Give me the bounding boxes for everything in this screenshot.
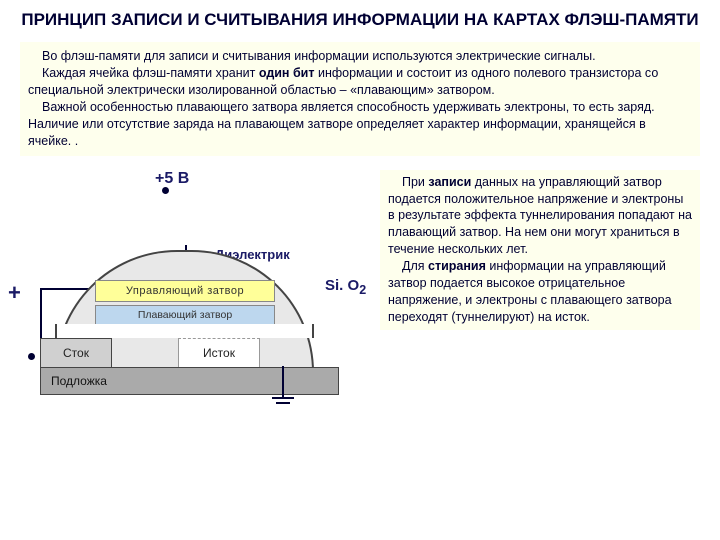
wire-ground	[282, 366, 284, 398]
floating-gate: Плавающий затвор	[95, 305, 275, 325]
stock-region: Сток	[40, 338, 112, 368]
page-title: ПРИНЦИП ЗАПИСИ И СЧИТЫВАНИЯ ИНФОРМАЦИИ Н…	[20, 10, 700, 30]
ground-bar-2	[276, 402, 290, 404]
slide: ПРИНЦИП ЗАПИСИ И СЧИТЫВАНИЯ ИНФОРМАЦИИ Н…	[0, 0, 720, 540]
intro-p3: Важной особенностью плавающего затвора я…	[28, 99, 692, 150]
istok-region: Исток	[178, 338, 260, 368]
substrate-region: Подложка	[40, 367, 339, 395]
control-gate: Управляющий затвор	[95, 280, 275, 302]
intro-box: Во флэш-памяти для записи и считывания и…	[20, 42, 700, 155]
right-p2: Для стирания информации на управляющий з…	[388, 258, 692, 326]
wire-dot-top	[162, 187, 169, 194]
plus-label: +	[8, 280, 21, 306]
sio2-label: Si. O2	[325, 277, 366, 297]
intro-p2: Каждая ячейка флэш-памяти хранит один би…	[28, 65, 692, 99]
voltage-label: +5 В	[155, 170, 189, 188]
lower-row: +5 В + Si. O2 Диэлектрик Управляющий зат…	[20, 170, 700, 330]
right-p1: При записи данных на управляющий затвор …	[388, 174, 692, 258]
wire-dot-left	[28, 353, 35, 360]
intro-p1: Во флэш-памяти для записи и считывания и…	[28, 48, 692, 65]
transistor-diagram: Диэлектрик Управляющий затвор Плавающий …	[40, 225, 330, 400]
diagram-column: +5 В + Si. O2 Диэлектрик Управляющий зат…	[20, 170, 380, 330]
ground-bar-1	[272, 397, 294, 399]
right-text: При записи данных на управляющий затвор …	[380, 170, 700, 330]
gap	[55, 324, 314, 338]
